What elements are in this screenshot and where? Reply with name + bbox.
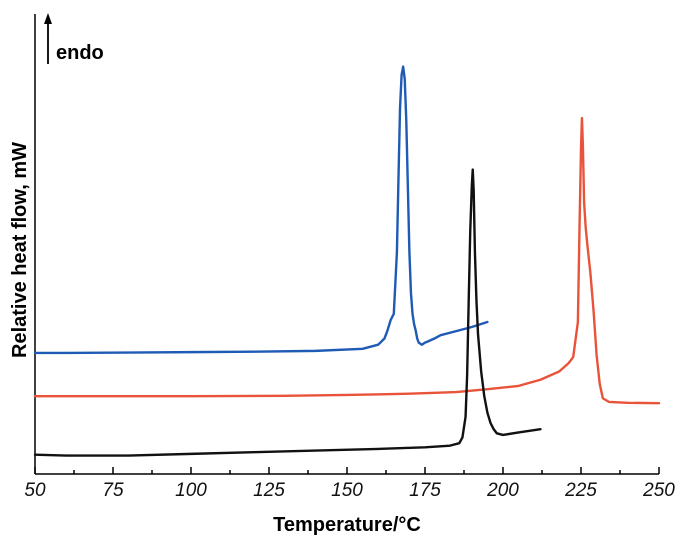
series-1-line	[33, 65, 489, 355]
x-tick-label: 200	[486, 480, 519, 501]
x-tick-label: 125	[253, 480, 285, 501]
series-2-line	[33, 116, 661, 405]
series-3-line	[33, 168, 542, 457]
endo-label: endo	[56, 42, 104, 64]
x-axis-ticks: 50 75 100 125 150 175 200 225 250	[24, 467, 675, 501]
x-tick-label: 100	[175, 480, 207, 501]
x-tick-label: 225	[564, 480, 597, 501]
axes	[34, 14, 659, 475]
endo-marker	[44, 13, 52, 64]
curves	[33, 65, 661, 457]
endo-arrow-head	[44, 13, 52, 24]
x-tick-label: 175	[409, 480, 441, 501]
x-tick-label: 250	[642, 480, 675, 501]
x-tick-label: 50	[24, 480, 46, 501]
x-axis-title: Temperature/°C	[273, 514, 421, 536]
y-axis-title: Relative heat flow, mW	[9, 142, 31, 358]
x-tick-label: 150	[331, 480, 363, 501]
x-tick-label: 75	[102, 480, 124, 501]
